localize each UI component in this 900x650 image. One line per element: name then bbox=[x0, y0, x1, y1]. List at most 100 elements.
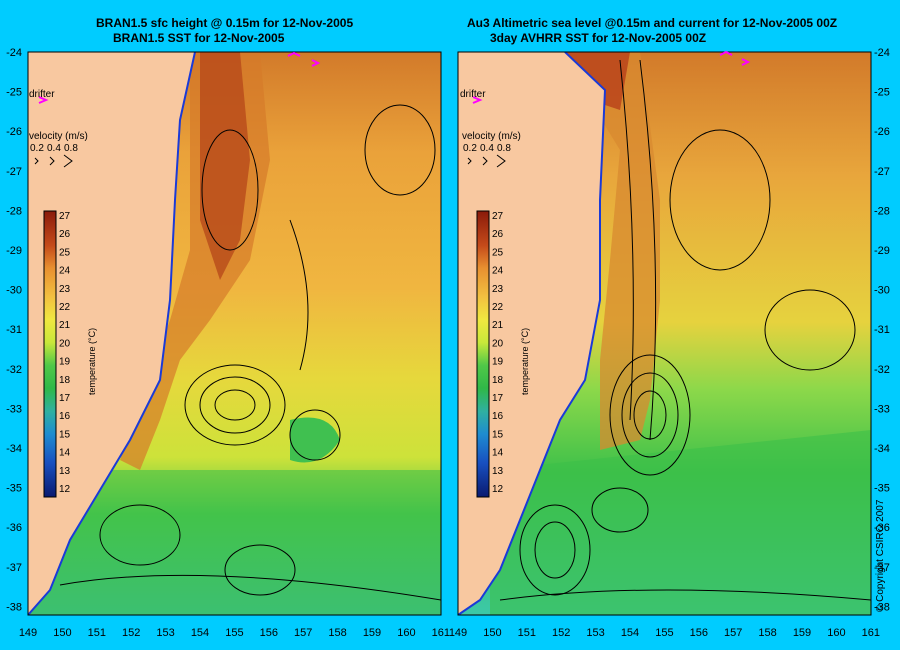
left-coastline bbox=[28, 52, 196, 615]
colorbar-tick-left: 26 bbox=[59, 229, 71, 240]
left-velocity-arrows bbox=[34, 154, 73, 168]
lat-label-right: -36 bbox=[874, 522, 890, 534]
lat-label-right: -28 bbox=[874, 205, 890, 217]
right-colorbar bbox=[476, 210, 490, 498]
lat-label-left: -25 bbox=[6, 87, 22, 99]
right-title-2: 3day AVHRR SST for 12-Nov-2005 00Z bbox=[490, 31, 707, 45]
colorbar-tick-right: 19 bbox=[492, 357, 504, 368]
lon-label-left: 161 bbox=[432, 627, 450, 639]
colorbar-tick-right: 14 bbox=[492, 448, 504, 459]
lon-label-right: 156 bbox=[690, 627, 708, 639]
lat-label-right: -31 bbox=[874, 324, 890, 336]
left-drifter-label: drifter bbox=[29, 89, 55, 100]
longitude-labels: 149 149 150 150 151 151 152 152 153 153 154 154 155 1… bbox=[19, 627, 880, 639]
left-velocity-label: velocity (m/s) bbox=[29, 131, 88, 142]
lon-label-left: 160 bbox=[397, 627, 415, 639]
colorbar-tick-left: 22 bbox=[59, 302, 71, 313]
colorbar-tick-right: 15 bbox=[492, 429, 504, 440]
lon-label-right: 149 bbox=[449, 627, 467, 639]
lat-label-right: -29 bbox=[874, 245, 890, 257]
colorbar-tick-right: 25 bbox=[492, 247, 504, 258]
lat-label-right: -37 bbox=[874, 562, 890, 574]
colorbar-tick-left: 17 bbox=[59, 393, 71, 404]
lon-label-left: 156 bbox=[260, 627, 278, 639]
lat-label-left: -34 bbox=[6, 443, 22, 455]
right-velocity-value-3: 0.8 bbox=[497, 143, 511, 154]
right-map-panel bbox=[458, 52, 871, 615]
lat-label-left: -35 bbox=[6, 483, 22, 495]
right-velocity-value-2: 0.4 bbox=[480, 143, 494, 154]
colorbar-tick-right: 27 bbox=[492, 211, 504, 222]
left-colorbar bbox=[43, 210, 57, 498]
colorbar-tick-left: 19 bbox=[59, 357, 71, 368]
right-green-south bbox=[490, 430, 871, 615]
lat-label-left: -36 bbox=[6, 522, 22, 534]
right-colorbar-label: temperature (°C) bbox=[520, 328, 530, 395]
right-title-1: Au3 Altimetric sea level @0.15m and curr… bbox=[467, 16, 838, 30]
colorbar-tick-left: 23 bbox=[59, 284, 71, 295]
right-coastline bbox=[458, 52, 607, 615]
colorbar-tick-right: 21 bbox=[492, 320, 504, 331]
lat-label-right: -32 bbox=[874, 364, 890, 376]
colorbar-tick-left: 15 bbox=[59, 429, 71, 440]
lat-label-right: -27 bbox=[874, 166, 890, 178]
lat-label-right: -33 bbox=[874, 403, 890, 415]
lon-label-left: 155 bbox=[225, 627, 243, 639]
lon-label-right: 159 bbox=[793, 627, 811, 639]
colorbar-tick-left: 18 bbox=[59, 375, 71, 386]
lat-label-left: -33 bbox=[6, 403, 22, 415]
right-warm-core bbox=[560, 52, 660, 450]
colorbar-tick-left: 12 bbox=[59, 484, 71, 495]
colorbar-tick-right: 20 bbox=[492, 338, 504, 349]
right-map-border bbox=[457, 51, 872, 616]
lon-label-left: 154 bbox=[191, 627, 209, 639]
lat-label-left: -32 bbox=[6, 364, 22, 376]
lon-label-right: 155 bbox=[655, 627, 673, 639]
colorbar-tick-right: 18 bbox=[492, 375, 504, 386]
colorbar-tick-right: 23 bbox=[492, 284, 504, 295]
lat-label-left: -29 bbox=[6, 245, 22, 257]
lon-label-left: 153 bbox=[156, 627, 174, 639]
lat-label-right: -34 bbox=[874, 443, 890, 455]
lon-label-left: 157 bbox=[294, 627, 312, 639]
drifter-markers bbox=[287, 50, 751, 67]
right-drifter-symbol bbox=[472, 96, 483, 104]
colorbar-tick-left: 13 bbox=[59, 466, 71, 477]
colorbar-tick-right: 24 bbox=[492, 266, 504, 277]
left-velocity-value-1: 0.2 bbox=[30, 143, 44, 154]
left-land bbox=[28, 52, 195, 615]
lat-label-left: -30 bbox=[6, 285, 22, 297]
lat-label-left: -24 bbox=[6, 47, 22, 59]
lat-label-left: -26 bbox=[6, 126, 22, 138]
lat-label-right: -38 bbox=[874, 601, 890, 613]
lat-label-left: -27 bbox=[6, 166, 22, 178]
latitude-labels: -24 -24 -25 -25 -26 -26 -27 -27 -28 -28 -29 -29 -30 -… bbox=[6, 47, 890, 613]
lat-label-right: -26 bbox=[874, 126, 890, 138]
lon-label-right: 158 bbox=[758, 627, 776, 639]
left-green-eddy bbox=[290, 417, 340, 463]
left-velocity-value-2: 0.4 bbox=[47, 143, 61, 154]
lat-label-left: -38 bbox=[6, 601, 22, 613]
colorbar-tick-right: 16 bbox=[492, 411, 504, 422]
lon-label-right: 151 bbox=[518, 627, 536, 639]
right-velocity-value-1: 0.2 bbox=[463, 143, 477, 154]
lat-label-left: -28 bbox=[6, 205, 22, 217]
lon-label-left: 152 bbox=[122, 627, 140, 639]
colorbar-tick-right: 13 bbox=[492, 466, 504, 477]
lon-label-right: 157 bbox=[724, 627, 742, 639]
left-map-panel bbox=[28, 52, 441, 615]
colorbar-tick-left: 20 bbox=[59, 338, 71, 349]
right-land bbox=[458, 52, 605, 615]
right-contours bbox=[499, 59, 871, 601]
colorbar-tick-left: 24 bbox=[59, 266, 71, 277]
colorbar-tick-right: 22 bbox=[492, 302, 504, 313]
left-drifter-symbol bbox=[38, 96, 49, 104]
lat-label-left: -31 bbox=[6, 324, 22, 336]
lat-label-right: -30 bbox=[874, 285, 890, 297]
left-map-border bbox=[27, 51, 442, 616]
colorbar-labels: 27 27 26 26 25 25 24 24 23 23 22 22 21 21 20 20 19 19 18 18… bbox=[59, 211, 504, 495]
lon-label-left: 159 bbox=[363, 627, 381, 639]
left-colorbar-label: temperature (°C) bbox=[87, 328, 97, 395]
colorbar-tick-right: 17 bbox=[492, 393, 504, 404]
